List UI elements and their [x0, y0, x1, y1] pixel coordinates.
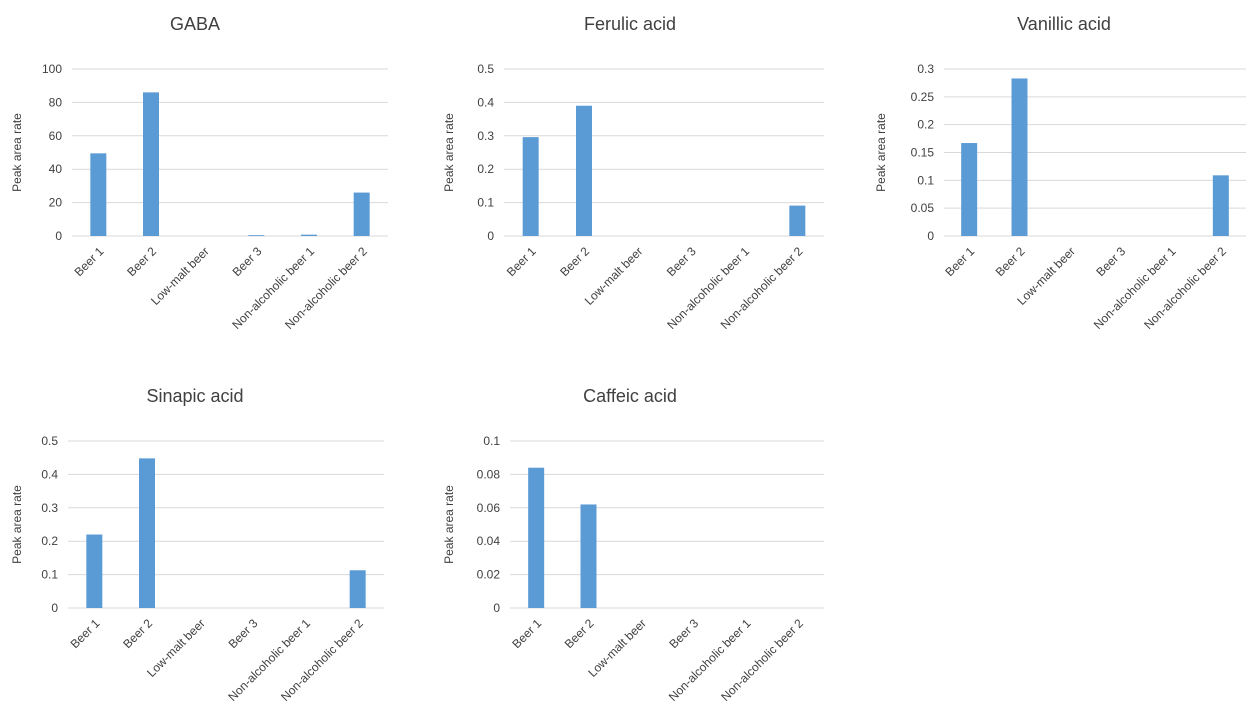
chart-gaba-y-tick-label: 20 — [49, 196, 63, 210]
chart-caffeic-acid-bar-beer-2 — [580, 504, 597, 608]
chart-sinapic-acid-panel: Sinapic acid Peak area rate 0 0.1 0.2 0.3 0.4 0… — [0, 365, 400, 728]
chart-sinapic-acid-y-tick-label: 0.5 — [41, 434, 58, 448]
chart-vanillic-acid-x-tick-label: Beer 2 — [993, 244, 1028, 279]
chart-vanillic-acid-y-tick-label: 0.3 — [917, 62, 934, 76]
chart-ferulic-acid-x-tick-label: Beer 2 — [557, 244, 592, 279]
chart-vanillic-acid-title: Vanillic acid — [1017, 14, 1111, 34]
chart-gaba-bar-non-alcoholic-beer-1 — [301, 234, 317, 236]
chart-caffeic-acid-title: Caffeic acid — [583, 386, 677, 406]
chart-caffeic-acid-y-tick-label: 0.08 — [477, 467, 501, 481]
chart-gaba-x-tick-label: Beer 2 — [124, 244, 159, 279]
chart-sinapic-acid-y-tick-label: 0.3 — [41, 501, 58, 515]
chart-ferulic-acid-y-tick-label: 0.3 — [477, 129, 494, 143]
chart-sinapic-acid-y-tick-label: 0.4 — [41, 467, 58, 481]
chart-sinapic-acid-y-tick-label: 0.2 — [41, 534, 58, 548]
chart-sinapic-acid-x-tick-label: Beer 3 — [226, 616, 261, 651]
chart-caffeic-acid-y-tick-label: 0.1 — [483, 434, 500, 448]
chart-caffeic-acid-x-tick-label: Beer 3 — [666, 616, 701, 651]
chart-sinapic-acid-bar-beer-2 — [139, 458, 155, 608]
chart-gaba-x-tick-label: Beer 3 — [230, 244, 265, 279]
chart-vanillic-acid-bar-beer-1 — [961, 143, 978, 236]
chart-ferulic-acid-y-tick-label: 0 — [487, 229, 494, 243]
chart-ferulic-acid-y-tick-label: 0.2 — [477, 162, 494, 176]
chart-ferulic-acid-bar-beer-2 — [576, 105, 592, 237]
chart-ferulic-acid-y-tick-label: 0.1 — [477, 196, 494, 210]
chart-caffeic-acid-y-axis-label: Peak area rate — [442, 485, 456, 564]
chart-ferulic-acid-bar-non-alcoholic-beer-2 — [789, 205, 806, 236]
chart-gaba-bar-beer-2 — [143, 92, 159, 236]
chart-gaba-bar-beer-3 — [248, 235, 265, 236]
chart-ferulic-acid-y-tick-label: 0.4 — [477, 95, 494, 109]
chart-gaba-panel: GABA Peak area rate 0 20 40 60 80 100 Beer 1 Beer… — [0, 0, 400, 365]
chart-vanillic-acid-x-tick-label: Beer 3 — [1093, 244, 1128, 279]
chart-ferulic-acid-svg: Ferulic acid Peak area rate 0 0.1 0.2 0.3 0.4 0… — [442, 14, 824, 332]
chart-vanillic-acid-panel: Vanillic acid Peak area rate 0 0.05 0.1 0.15 0… — [864, 0, 1250, 365]
chart-vanillic-acid-svg: Vanillic acid Peak area rate 0 0.05 0.1 0.15 0… — [874, 14, 1246, 332]
chart-sinapic-acid-x-tick-label: Beer 1 — [68, 616, 103, 651]
chart-gaba-title: GABA — [170, 14, 220, 34]
chart-gaba-svg: GABA Peak area rate 0 20 40 60 80 100 Beer 1 Beer… — [10, 14, 388, 332]
chart-caffeic-acid-panel: Caffeic acid Peak area rate 0 0.02 0.04 0.06 0… — [432, 365, 832, 728]
chart-gaba-y-axis-label: Peak area rate — [10, 113, 24, 192]
chart-gaba-x-tick-label: Beer 1 — [72, 244, 107, 279]
chart-vanillic-acid-y-tick-label: 0.25 — [911, 90, 935, 104]
chart-sinapic-acid-y-axis-label: Peak area rate — [10, 485, 24, 564]
chart-ferulic-acid-y-tick-label: 0.5 — [477, 62, 494, 76]
chart-sinapic-acid-x-tick-label: Beer 2 — [120, 616, 155, 651]
chart-caffeic-acid-svg: Caffeic acid Peak area rate 0 0.02 0.04 0.06 0… — [442, 386, 824, 704]
chart-ferulic-acid-x-tick-label: Beer 1 — [504, 244, 539, 279]
chart-caffeic-acid-y-tick-label: 0.04 — [477, 534, 501, 548]
chart-vanillic-acid-bar-beer-2 — [1011, 78, 1028, 236]
chart-ferulic-acid-title: Ferulic acid — [584, 14, 676, 34]
chart-gaba-y-tick-label: 0 — [55, 229, 62, 243]
chart-vanillic-acid-y-tick-label: 0.05 — [911, 201, 935, 215]
chart-caffeic-acid-y-tick-label: 0.06 — [477, 501, 501, 515]
chart-ferulic-acid-panel: Ferulic acid Peak area rate 0 0.1 0.2 0.3 0.4 0… — [432, 0, 832, 365]
chart-ferulic-acid-y-axis-label: Peak area rate — [442, 113, 456, 192]
chart-caffeic-acid-bar-beer-1 — [528, 467, 545, 608]
chart-ferulic-acid-bar-beer-1 — [522, 137, 539, 236]
chart-sinapic-acid-y-tick-label: 0.1 — [41, 568, 58, 582]
chart-ferulic-acid-x-tick-label: Beer 3 — [664, 244, 699, 279]
chart-gaba-bar-beer-1 — [90, 153, 107, 236]
chart-vanillic-acid-y-axis-label: Peak area rate — [874, 113, 888, 192]
chart-caffeic-acid-x-tick-label: Beer 1 — [509, 616, 544, 651]
chart-vanillic-acid-y-tick-label: 0.15 — [911, 146, 935, 160]
chart-vanillic-acid-bar-non-alcoholic-beer-2 — [1212, 175, 1229, 236]
chart-gaba-y-tick-label: 40 — [49, 162, 63, 176]
chart-sinapic-acid-bar-non-alcoholic-beer-2 — [349, 570, 366, 608]
chart-vanillic-acid-y-tick-label: 0 — [927, 229, 934, 243]
chart-vanillic-acid-x-tick-label: Beer 1 — [942, 244, 977, 279]
chart-caffeic-acid-y-tick-label: 0.02 — [477, 568, 501, 582]
chart-gaba-y-tick-label: 100 — [42, 62, 62, 76]
chart-vanillic-acid-y-tick-label: 0.1 — [917, 173, 934, 187]
chart-gaba-y-tick-label: 80 — [49, 95, 63, 109]
chart-sinapic-acid-title: Sinapic acid — [146, 386, 243, 406]
chart-caffeic-acid-x-tick-label: Beer 2 — [562, 616, 597, 651]
chart-sinapic-acid-bar-beer-1 — [86, 534, 103, 608]
chart-sinapic-acid-y-tick-label: 0 — [51, 601, 58, 615]
chart-sinapic-acid-svg: Sinapic acid Peak area rate 0 0.1 0.2 0.3 0.4 0… — [10, 386, 384, 704]
chart-gaba-bar-non-alcoholic-beer-2 — [353, 192, 370, 236]
chart-gaba-y-tick-label: 60 — [49, 129, 63, 143]
chart-caffeic-acid-y-tick-label: 0 — [493, 601, 500, 615]
chart-vanillic-acid-y-tick-label: 0.2 — [917, 118, 934, 132]
